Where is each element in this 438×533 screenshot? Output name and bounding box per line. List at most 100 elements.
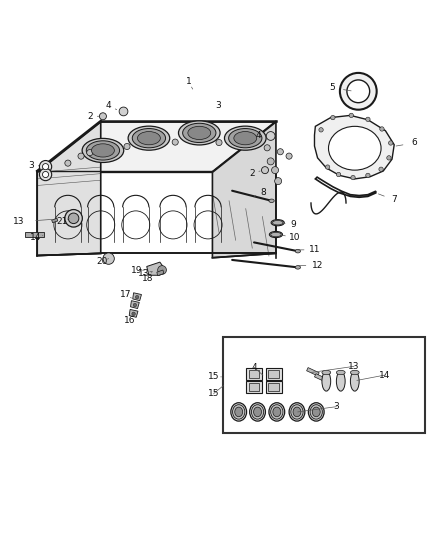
Ellipse shape (271, 405, 283, 419)
Text: 19: 19 (131, 266, 142, 276)
Circle shape (119, 107, 128, 116)
Circle shape (87, 150, 93, 156)
Circle shape (39, 168, 52, 181)
Text: 8: 8 (260, 189, 266, 197)
Ellipse shape (350, 372, 359, 391)
Text: 9: 9 (290, 220, 297, 229)
Text: 17: 17 (120, 289, 132, 298)
Ellipse shape (289, 403, 305, 421)
Ellipse shape (225, 126, 266, 150)
Ellipse shape (251, 405, 264, 419)
Circle shape (158, 265, 166, 274)
Ellipse shape (336, 372, 345, 391)
Circle shape (266, 132, 275, 140)
Circle shape (325, 165, 330, 169)
Circle shape (389, 141, 393, 145)
Bar (25, 232, 44, 237)
Ellipse shape (336, 370, 345, 375)
Text: 18: 18 (142, 274, 154, 283)
Text: 16: 16 (124, 316, 135, 325)
Ellipse shape (233, 405, 245, 419)
Circle shape (172, 139, 178, 145)
Text: 13: 13 (13, 217, 24, 227)
Circle shape (379, 167, 383, 172)
Ellipse shape (322, 370, 331, 375)
Text: 12: 12 (312, 261, 323, 270)
Ellipse shape (295, 249, 300, 253)
Ellipse shape (273, 407, 281, 417)
Polygon shape (37, 122, 101, 255)
Text: 1: 1 (185, 77, 191, 86)
Text: 3: 3 (333, 402, 339, 411)
Ellipse shape (254, 407, 261, 417)
Polygon shape (133, 293, 141, 301)
Text: 13: 13 (348, 362, 360, 371)
Text: 21: 21 (57, 217, 68, 227)
Ellipse shape (86, 141, 120, 160)
Circle shape (68, 213, 79, 223)
Text: 7: 7 (391, 196, 397, 205)
Ellipse shape (295, 265, 300, 269)
Text: 4: 4 (106, 101, 111, 110)
Ellipse shape (269, 231, 283, 238)
Bar (249, 370, 259, 378)
Ellipse shape (92, 144, 114, 157)
Text: 5: 5 (329, 83, 335, 92)
Bar (223, 336, 425, 433)
Bar (268, 383, 279, 391)
Circle shape (65, 209, 82, 227)
Ellipse shape (229, 128, 262, 148)
Circle shape (135, 295, 139, 299)
Circle shape (387, 156, 391, 160)
Ellipse shape (250, 403, 265, 421)
Bar (268, 370, 279, 378)
Ellipse shape (231, 403, 247, 421)
Text: 2: 2 (249, 169, 254, 178)
Circle shape (264, 145, 270, 151)
Ellipse shape (328, 126, 381, 170)
Bar (266, 368, 282, 380)
Ellipse shape (234, 132, 257, 145)
Polygon shape (157, 270, 164, 276)
Circle shape (103, 253, 114, 264)
Circle shape (78, 153, 84, 159)
Text: 11: 11 (309, 245, 320, 254)
Text: 14: 14 (30, 232, 42, 241)
Ellipse shape (128, 126, 170, 150)
Ellipse shape (271, 232, 281, 237)
Circle shape (39, 160, 52, 173)
Ellipse shape (271, 220, 284, 226)
Circle shape (347, 80, 370, 103)
Ellipse shape (269, 199, 274, 203)
Text: 14: 14 (379, 370, 390, 379)
Circle shape (277, 149, 283, 155)
Ellipse shape (188, 126, 211, 140)
Circle shape (349, 113, 353, 118)
Circle shape (319, 128, 323, 132)
Ellipse shape (183, 123, 216, 142)
Polygon shape (147, 262, 166, 275)
Ellipse shape (308, 403, 324, 421)
Ellipse shape (82, 139, 124, 163)
Ellipse shape (293, 407, 301, 417)
Bar (314, 374, 327, 382)
Text: 10: 10 (289, 233, 300, 242)
Ellipse shape (138, 132, 160, 145)
Circle shape (286, 153, 292, 159)
Ellipse shape (179, 121, 220, 145)
Ellipse shape (310, 405, 322, 419)
Circle shape (366, 173, 370, 177)
Circle shape (275, 177, 282, 184)
Ellipse shape (132, 128, 166, 148)
Text: 15: 15 (208, 373, 219, 382)
Text: 4: 4 (256, 132, 261, 141)
Ellipse shape (350, 370, 359, 375)
Circle shape (99, 113, 106, 120)
Circle shape (340, 73, 377, 110)
Text: 2: 2 (87, 112, 92, 121)
Bar (246, 381, 262, 393)
Text: 15: 15 (208, 389, 219, 398)
Text: 20: 20 (97, 257, 108, 266)
Circle shape (331, 115, 335, 120)
Bar (307, 368, 319, 376)
